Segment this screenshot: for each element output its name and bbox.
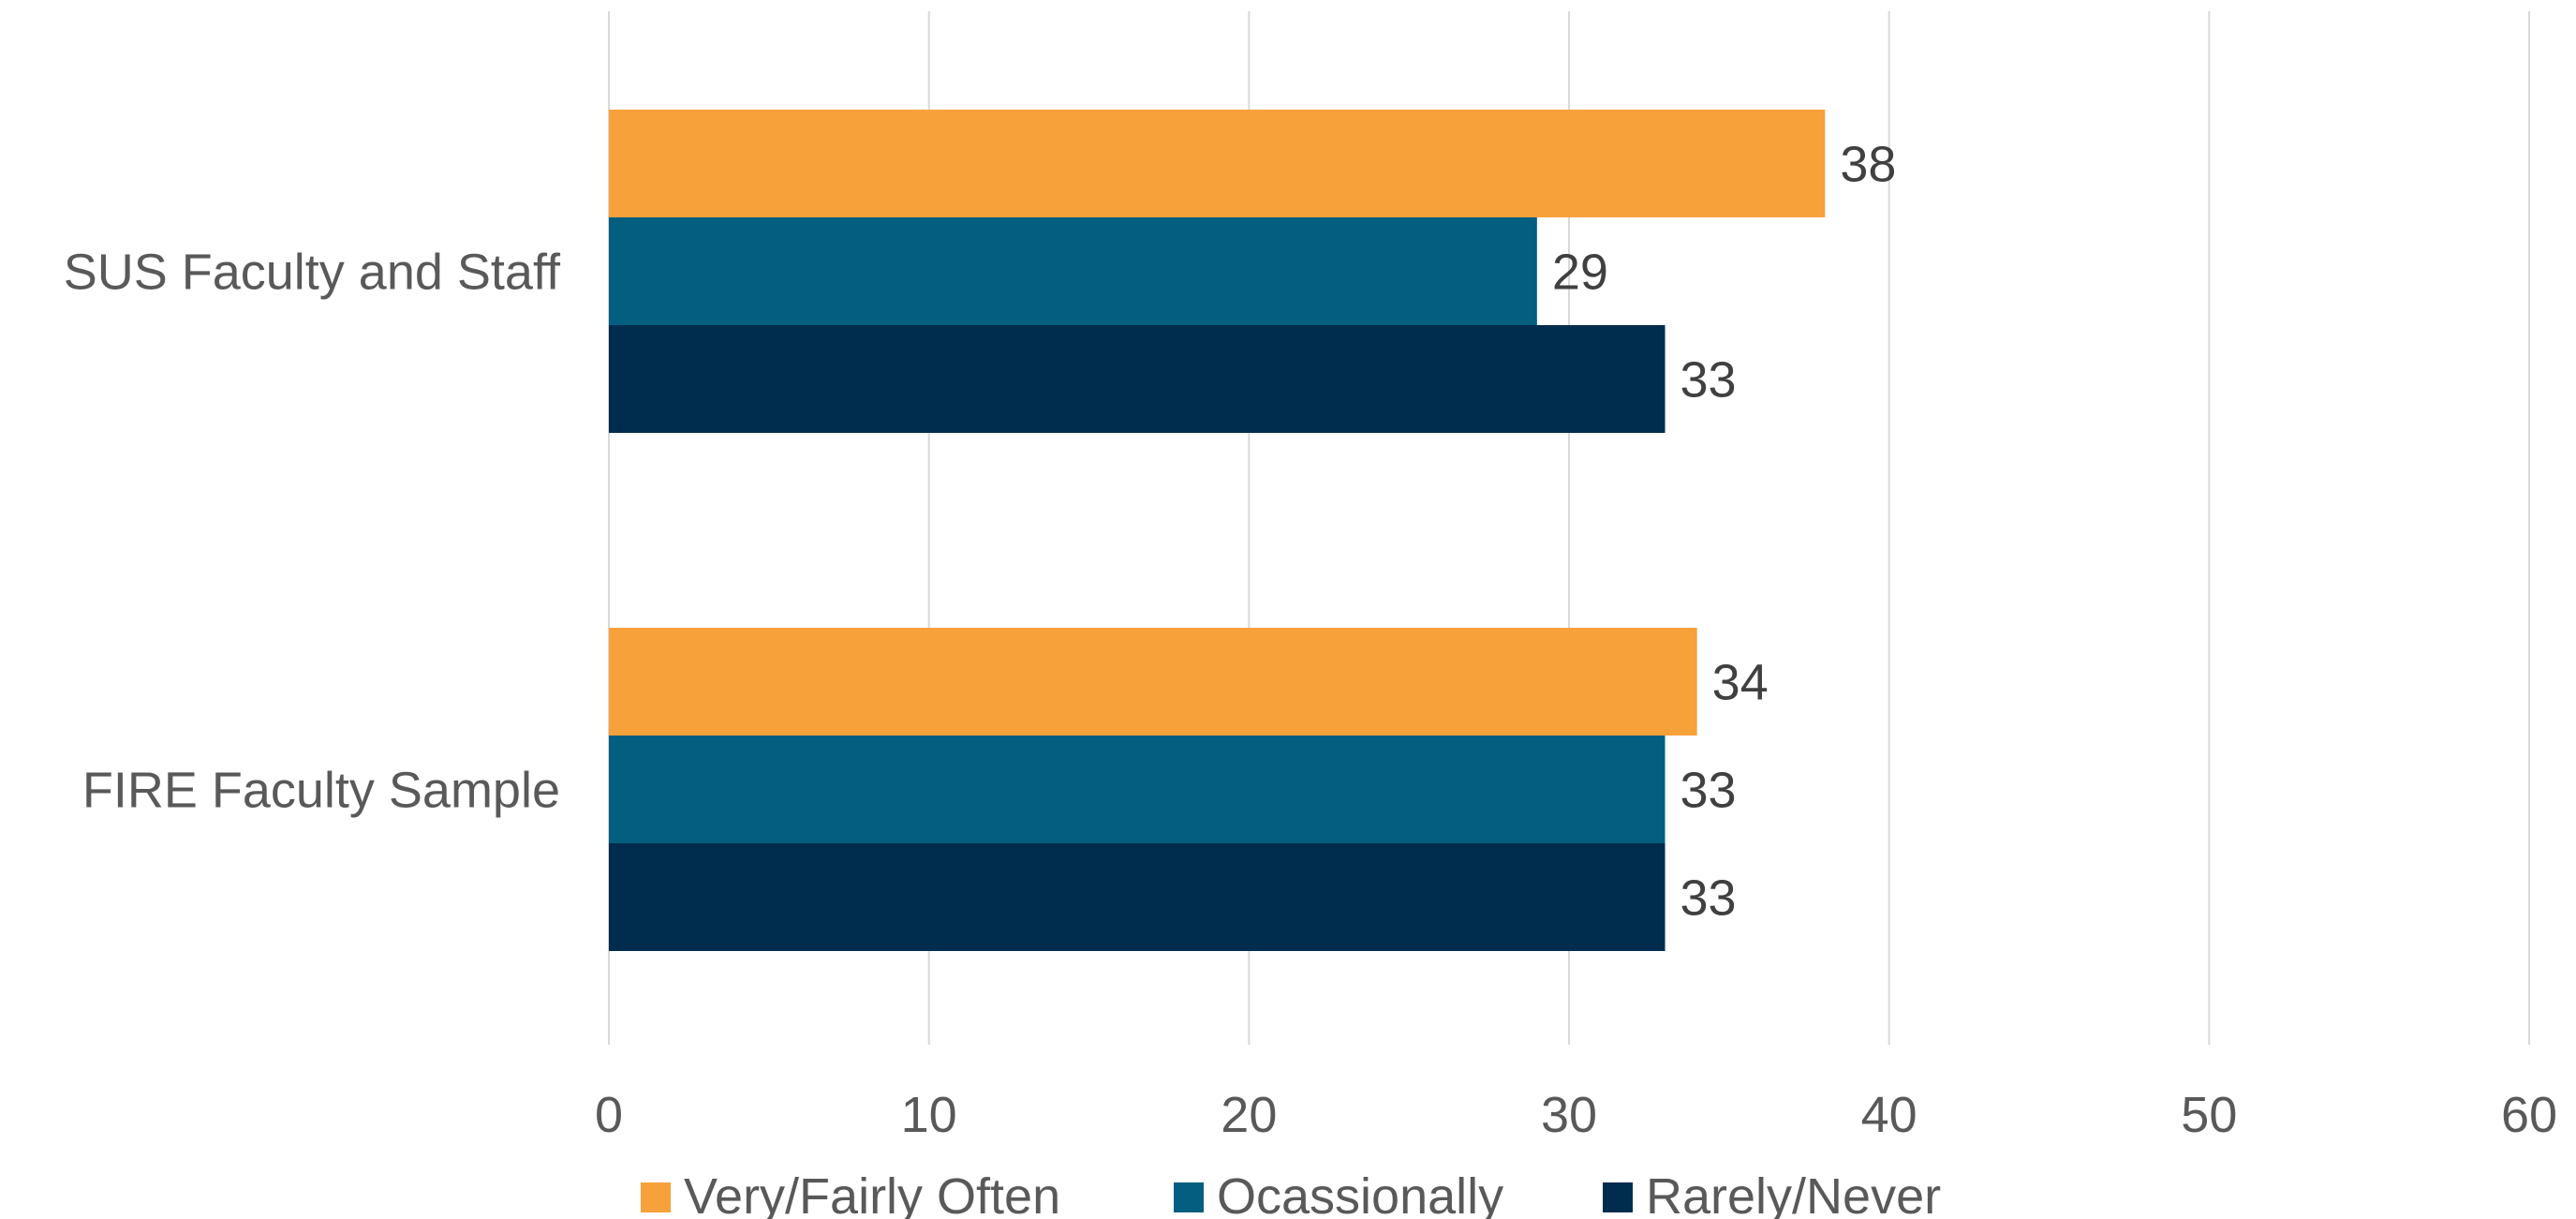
data-label: 34 [1712,655,1769,711]
x-tick-label: 0 [595,1087,623,1143]
x-tick-label: 50 [2181,1087,2237,1143]
bar [609,628,1697,736]
data-label: 33 [1680,352,1737,409]
x-tick-label: 10 [901,1087,957,1143]
x-tick-label: 40 [1861,1087,1917,1143]
x-tick-label: 20 [1221,1087,1277,1143]
bars [609,110,1826,951]
bar [609,217,1537,325]
bar [609,736,1666,843]
x-tick-label: 30 [1541,1087,1597,1143]
data-label: 33 [1680,870,1737,927]
legend-label: Ocassionally [1217,1168,1503,1219]
data-label: 33 [1680,763,1737,819]
category-label: FIRE Faculty Sample [82,763,560,819]
legend-label: Rarely/Never [1646,1168,1941,1219]
legend-swatch [1603,1182,1633,1212]
data-labels: 38 29 33 34 33 33 [1552,137,1897,927]
legend: Very/Fairly Often Ocassionally Rarely/Neve… [641,1168,1941,1219]
bar [609,325,1666,433]
data-label: 29 [1552,245,1608,301]
bar [609,110,1826,217]
legend-swatch [641,1182,671,1212]
category-labels: SUS Faculty and Staff FIRE Faculty Sample [64,245,561,819]
category-label: SUS Faculty and Staff [64,245,561,301]
legend-label: Very/Fairly Often [684,1168,1060,1219]
x-axis-tick-labels: 0 10 20 30 40 50 60 [595,1087,2557,1143]
legend-swatch [1174,1182,1204,1212]
data-label: 38 [1840,137,1896,193]
x-tick-label: 60 [2501,1087,2557,1143]
bar [609,843,1666,951]
